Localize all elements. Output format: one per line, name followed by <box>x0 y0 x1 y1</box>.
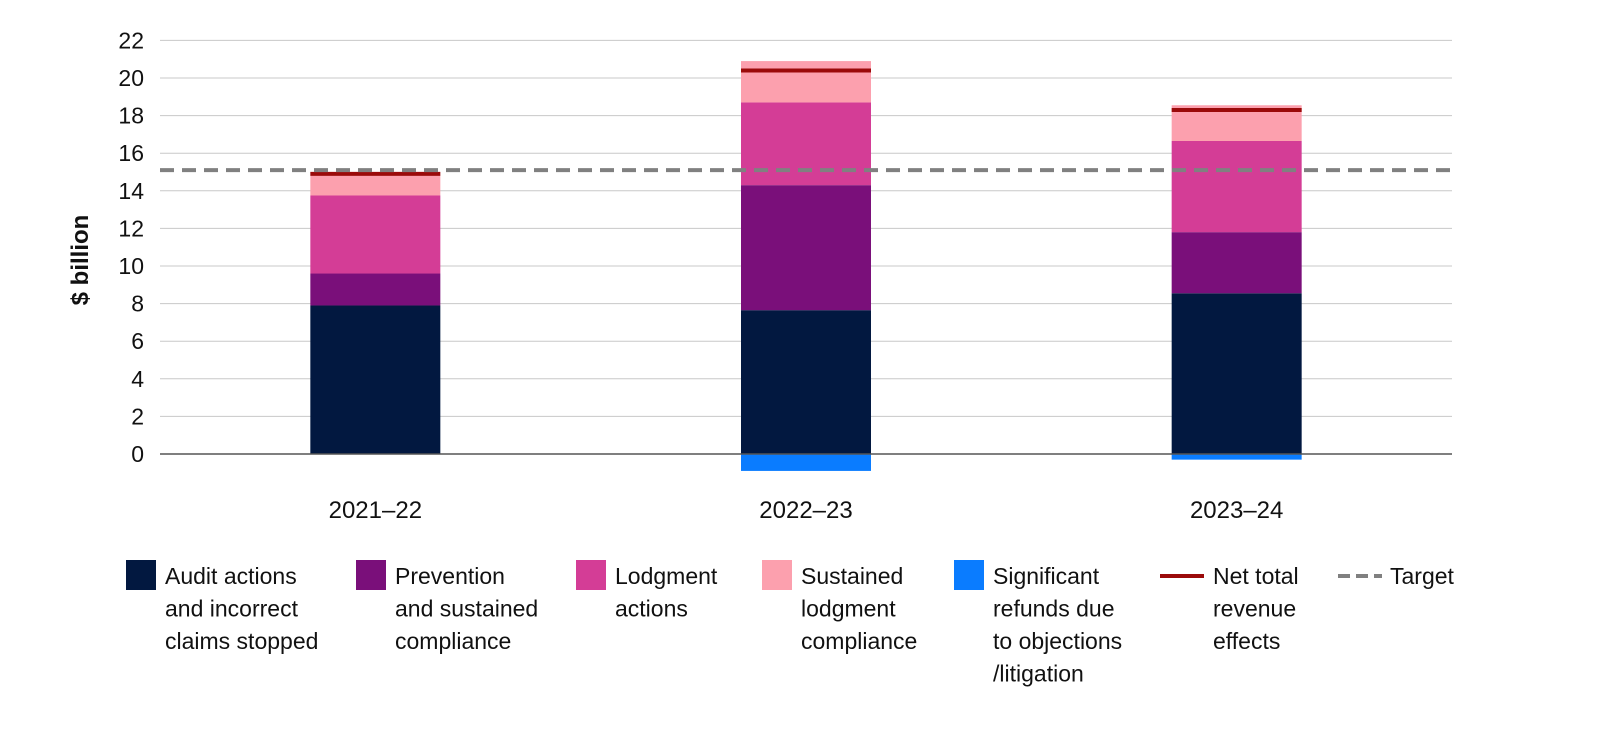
bar-segment-0-1 <box>741 310 871 454</box>
y-tick-label: 22 <box>118 27 144 53</box>
legend-label: Audit actions <box>165 563 297 589</box>
bars <box>310 61 1302 471</box>
legend-label: and sustained <box>395 596 538 622</box>
legend-swatch <box>126 560 156 590</box>
bar-segment-3-1 <box>741 61 871 103</box>
y-tick-label: 18 <box>118 103 144 129</box>
legend-label: Lodgment <box>615 563 718 589</box>
legend-swatch <box>356 560 386 590</box>
bar-segment-0-0 <box>310 305 441 454</box>
y-tick-label: 6 <box>131 328 144 354</box>
bar-segment-2-1 <box>741 102 871 186</box>
legend-label: refunds due <box>993 596 1114 622</box>
legend-label: /litigation <box>993 661 1084 687</box>
legend-swatch <box>762 560 792 590</box>
y-tick-label: 12 <box>118 215 144 241</box>
y-axis-ticks: 0 2 4 6 8 10 12 14 16 18 20 22 <box>118 27 144 467</box>
x-tick-label: 2021–22 <box>329 497 422 524</box>
legend-label: Target <box>1390 563 1455 589</box>
legend-label: claims stopped <box>165 628 318 654</box>
bar-segment-1-1 <box>741 185 871 311</box>
legend-label: Sustained <box>801 563 903 589</box>
y-tick-label: 10 <box>118 253 144 279</box>
y-tick-label: 4 <box>131 366 144 392</box>
bar-segment-2-2 <box>1171 140 1302 233</box>
bar-segment-1-2 <box>1171 232 1302 294</box>
bar-segment-4-1 <box>741 454 871 471</box>
bar-segment-3-0 <box>310 175 441 196</box>
legend-label: revenue <box>1213 596 1296 622</box>
y-tick-label: 8 <box>131 291 144 317</box>
bar-segment-2-0 <box>310 195 441 274</box>
y-tick-label: 20 <box>118 65 144 91</box>
legend-label: Significant <box>993 563 1100 589</box>
legend: Audit actions and incorrect claims stopped… <box>126 560 1455 687</box>
y-axis-label: $ billion <box>67 215 94 306</box>
bar-segment-1-0 <box>310 273 441 306</box>
legend-swatch <box>576 560 606 590</box>
legend-label: effects <box>1213 628 1280 654</box>
bar-segment-0-2 <box>1171 293 1302 454</box>
legend-label: compliance <box>801 628 917 654</box>
legend-label: lodgment <box>801 596 896 622</box>
legend-label: compliance <box>395 628 511 654</box>
y-tick-label: 16 <box>118 140 144 166</box>
x-tick-label: 2023–24 <box>1190 497 1283 524</box>
legend-swatch <box>954 560 984 590</box>
legend-label: actions <box>615 596 688 622</box>
x-axis-ticks: 2021–22 2022–23 2023–24 <box>329 497 1284 524</box>
y-tick-label: 2 <box>131 403 144 429</box>
legend-label: and incorrect <box>165 596 299 622</box>
legend-label: Prevention <box>395 563 505 589</box>
legend-label: Net total <box>1213 563 1299 589</box>
bar-segment-4-2 <box>1171 454 1302 460</box>
legend-label: to objections <box>993 628 1122 654</box>
x-tick-label: 2022–23 <box>759 497 852 524</box>
y-tick-label: 0 <box>131 441 144 467</box>
net-total-markers <box>310 68 1302 176</box>
y-tick-label: 14 <box>118 178 144 204</box>
